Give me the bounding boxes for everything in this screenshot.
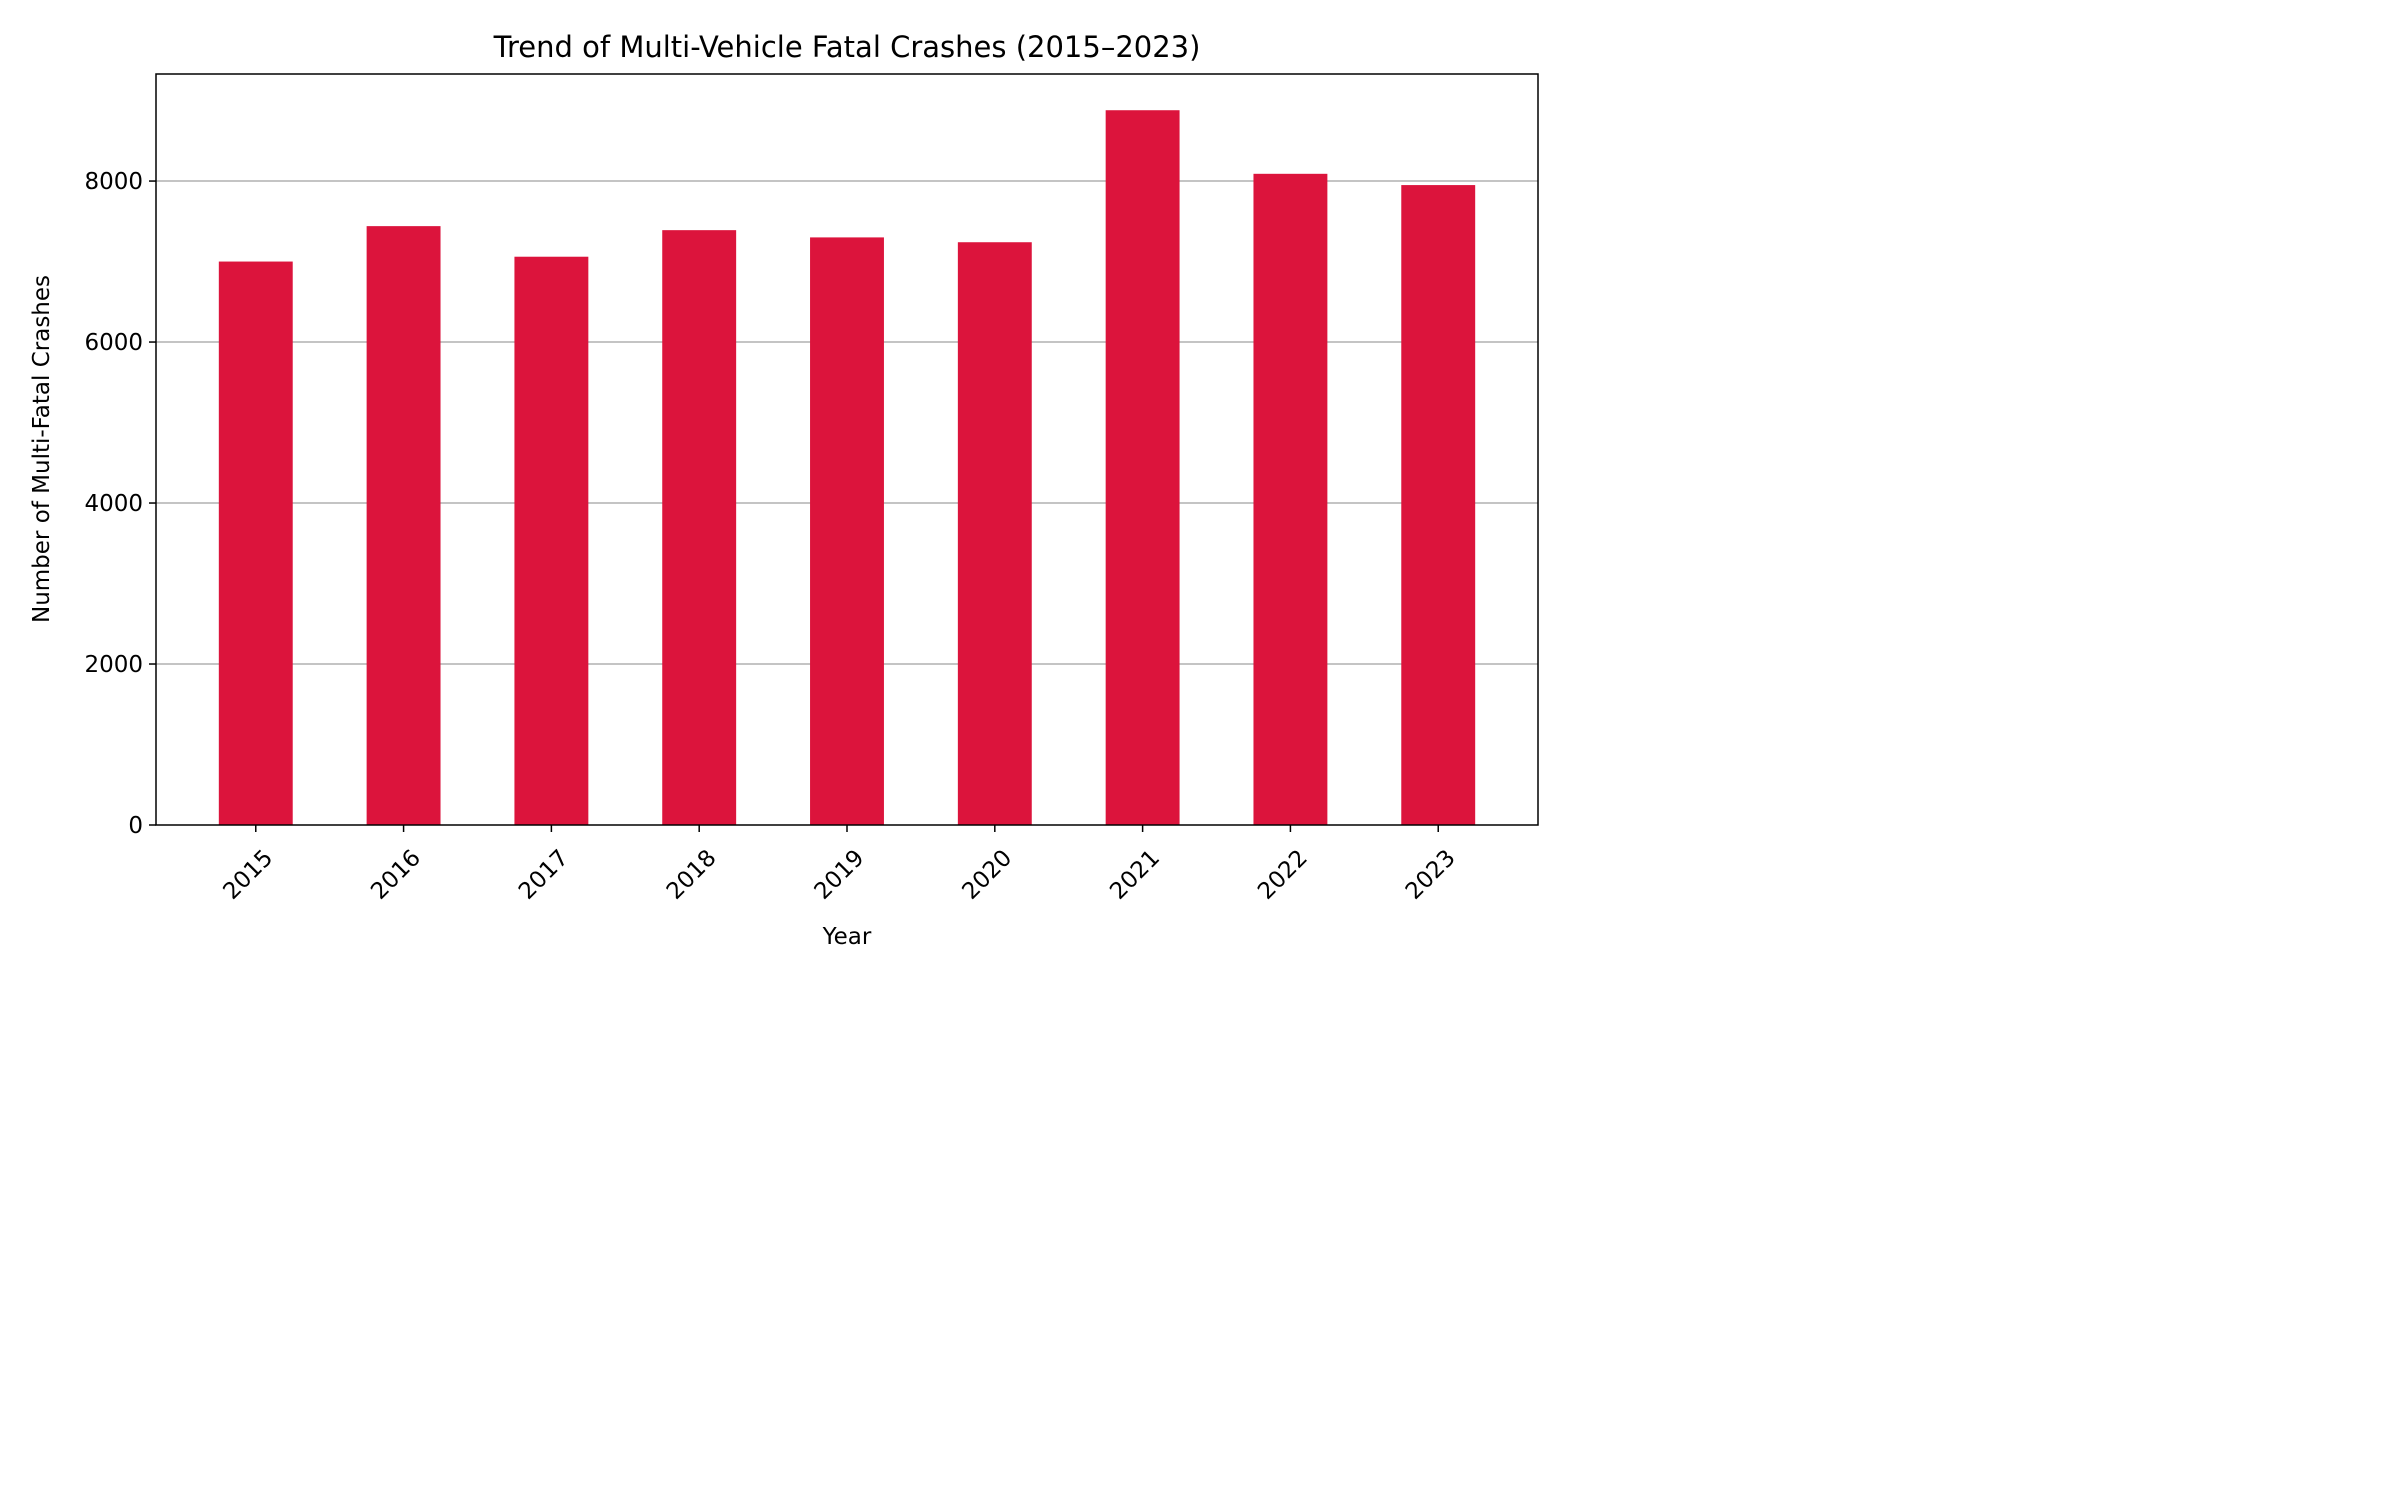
bar-2020	[957, 242, 1032, 825]
chart-figure: 0 2000 4000 6000 8000 2015 2016 2017 2018 2019 20…	[0, 0, 1564, 978]
y-axis-ticks: 0 2000 4000 6000 8000	[84, 169, 156, 839]
x-tick-label: 2021	[1105, 845, 1165, 905]
x-axis-label: Year	[822, 924, 872, 950]
y-tick-label: 4000	[84, 491, 143, 517]
bar-2017	[514, 256, 589, 825]
x-axis-ticks: 2015 2016 2017 2018 2019 2020 2021 2022 2023	[218, 825, 1461, 905]
bar-2023	[1401, 185, 1476, 825]
bar-2021	[1105, 110, 1180, 825]
x-tick-label: 2015	[218, 845, 278, 905]
x-tick-label: 2022	[1253, 845, 1313, 905]
bar-2019	[810, 237, 884, 825]
y-tick-label: 6000	[84, 330, 143, 356]
x-tick-label: 2020	[957, 845, 1017, 905]
x-tick-label: 2018	[662, 845, 722, 905]
y-tick-label: 0	[128, 813, 143, 839]
y-axis-label: Number of Multi-Fatal Crashes	[29, 275, 55, 623]
x-tick-label: 2023	[1401, 845, 1461, 905]
bars	[218, 110, 1476, 826]
bar-2022	[1253, 173, 1328, 826]
bar-2016	[366, 226, 441, 825]
x-tick-label: 2016	[366, 845, 426, 905]
x-tick-label: 2017	[514, 845, 574, 905]
bar-2018	[662, 230, 737, 825]
y-tick-label: 8000	[84, 169, 143, 195]
bar-2015	[218, 261, 293, 825]
y-tick-label: 2000	[84, 652, 143, 678]
x-tick-label: 2019	[810, 845, 870, 905]
chart-title: Trend of Multi-Vehicle Fatal Crashes (20…	[493, 30, 1201, 64]
